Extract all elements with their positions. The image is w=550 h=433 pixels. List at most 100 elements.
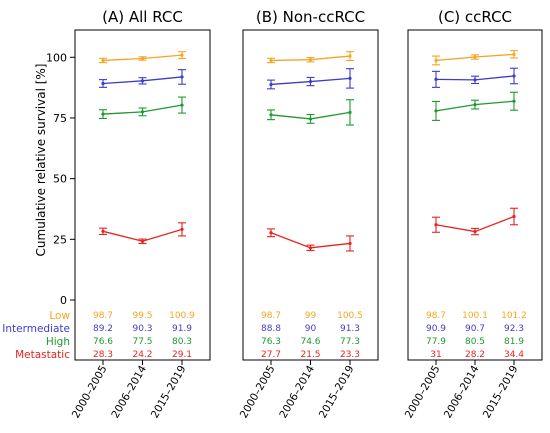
data-point	[473, 103, 477, 107]
value-label-metastatic: 23.3	[340, 350, 360, 360]
value-label-intermediate: 91.3	[340, 324, 360, 334]
y-tick-label: 50	[53, 173, 67, 186]
panel-b-non-ccrcc: (B) Non-ccRCC 2000–2005 2006–2014 2015–2019…	[238, 8, 379, 421]
data-point	[101, 58, 105, 63]
value-label-intermediate: 90	[305, 324, 317, 334]
data-point	[434, 58, 438, 63]
panel-c-ccrcc: (C) ccRCC 2000–2005 2006–2014 2015–2019 98.7…	[403, 8, 543, 421]
x-tick-label: 2006–2014	[109, 363, 149, 420]
x-tick-label: 2000–2005	[238, 364, 278, 421]
y-tick-label: 0	[60, 294, 67, 307]
value-label-intermediate: 92.3	[504, 324, 524, 334]
y-tick-label: 25	[53, 233, 67, 246]
data-point	[269, 113, 273, 117]
data-point	[180, 227, 184, 231]
data-point	[101, 229, 105, 233]
value-label-low: 98.7	[426, 311, 446, 321]
data-point	[101, 112, 105, 116]
x-tick-label: 2015–2019	[481, 364, 521, 421]
value-label-intermediate: 90.7	[465, 324, 485, 334]
value-label-intermediate: 90.9	[426, 324, 446, 334]
panel-title: (C) ccRCC	[438, 8, 512, 26]
data-point	[348, 241, 352, 246]
data-point	[348, 110, 352, 114]
value-label-intermediate: 90.3	[132, 324, 152, 334]
data-point	[473, 78, 477, 82]
series-low	[99, 51, 186, 64]
data-point	[180, 103, 184, 107]
value-label-low: 100.9	[169, 311, 195, 321]
value-label-metastatic: 28.3	[93, 350, 113, 360]
data-point	[434, 223, 438, 227]
y-tick-label: 100	[46, 51, 67, 64]
data-point	[140, 110, 145, 114]
series-intermediate	[99, 69, 186, 88]
row-label-metastatic: Metastatic	[15, 349, 70, 361]
data-point	[473, 229, 477, 234]
data-point	[512, 52, 516, 56]
value-label-high: 77.3	[340, 337, 360, 347]
series-high	[267, 99, 354, 126]
value-label-low: 98.7	[93, 311, 113, 321]
series-metastatic	[432, 207, 518, 236]
value-label-high: 80.5	[465, 337, 485, 347]
row-label-high: High	[46, 336, 70, 348]
data-point	[140, 239, 145, 243]
data-point	[269, 231, 273, 235]
x-tick-label: 2015–2019	[149, 364, 189, 421]
value-label-low: 100.5	[337, 311, 363, 321]
value-label-metastatic: 34.4	[504, 350, 524, 360]
x-tick-label: 2000–2005	[403, 364, 443, 421]
value-label-high: 74.6	[300, 337, 320, 347]
value-label-high: 76.6	[93, 337, 113, 347]
data-point	[348, 76, 352, 80]
series-low	[432, 50, 518, 66]
row-label-intermediate: Intermediate	[2, 323, 70, 335]
value-label-metastatic: 28.2	[465, 350, 485, 360]
data-point	[308, 58, 313, 62]
value-label-high: 80.3	[172, 337, 192, 347]
series-high	[432, 91, 518, 121]
x-tick-label: 2006–2014	[277, 363, 317, 420]
panel-title: (A) All RCC	[102, 8, 183, 26]
data-point	[140, 79, 145, 83]
series-intermediate	[432, 67, 518, 88]
data-point	[101, 81, 105, 86]
data-point	[180, 53, 184, 57]
series-metastatic	[99, 222, 186, 244]
panel-a-all-rcc: (A) All RCC 2000–2005 2006–2014 2015–2019 98…	[70, 8, 211, 421]
series-low	[267, 51, 354, 64]
value-label-intermediate: 91.9	[172, 324, 192, 334]
value-label-intermediate: 88.8	[261, 324, 281, 334]
data-point	[434, 77, 438, 81]
value-label-low: 99	[305, 311, 317, 321]
y-tick-label: 75	[53, 112, 67, 125]
data-point	[512, 74, 516, 78]
data-point	[140, 56, 145, 61]
value-label-metastatic: 27.7	[261, 350, 281, 360]
x-tick-label: 2000–2005	[70, 364, 110, 421]
x-tick-label: 2015–2019	[317, 364, 357, 421]
data-point	[180, 75, 184, 79]
value-label-metastatic: 21.5	[300, 350, 320, 360]
value-label-low: 98.7	[261, 311, 281, 321]
value-label-metastatic: 31	[430, 350, 441, 360]
value-label-low: 101.2	[501, 311, 527, 321]
data-point	[308, 79, 313, 84]
data-point	[512, 214, 516, 219]
value-label-metastatic: 24.2	[132, 350, 152, 360]
data-point	[434, 109, 438, 113]
value-label-low: 100.1	[462, 311, 488, 321]
value-label-metastatic: 29.1	[172, 350, 192, 360]
panel-title: (B) Non-ccRCC	[256, 8, 365, 26]
value-label-high: 77.5	[132, 337, 152, 347]
value-label-low: 99.5	[132, 311, 152, 321]
data-point	[269, 82, 273, 87]
value-label-intermediate: 89.2	[93, 324, 113, 334]
data-point	[473, 55, 477, 59]
value-label-high: 81.9	[504, 337, 524, 347]
data-point	[308, 117, 313, 121]
data-point	[348, 54, 352, 58]
data-point	[269, 58, 273, 63]
